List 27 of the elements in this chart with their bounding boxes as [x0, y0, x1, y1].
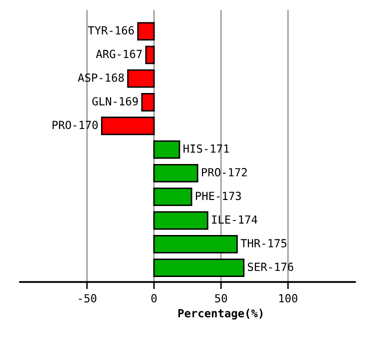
bar: [153, 258, 244, 278]
bar: [153, 140, 180, 159]
y-tick-label: ASP-168: [78, 73, 124, 82]
x-axis-title: Percentage(%): [178, 308, 262, 320]
x-tick-label: 100: [279, 294, 298, 302]
x-tick-label: -50: [78, 294, 96, 302]
y-tick-label: ILE-174: [212, 216, 258, 224]
bar: [153, 188, 192, 206]
x-tick-label: 0: [151, 294, 157, 302]
bar: [101, 116, 155, 136]
bar: [127, 69, 155, 88]
bar: [153, 164, 198, 182]
y-tick-label: PRO-170: [52, 120, 98, 130]
y-tick-label: GLN-169: [92, 97, 138, 106]
bar: [137, 22, 155, 40]
y-tick-label: PRO-172: [202, 168, 247, 176]
bar: [145, 46, 155, 64]
bar: [141, 93, 155, 112]
y-tick-label: HIS-171: [184, 144, 229, 153]
bar: [153, 211, 208, 230]
x-tick-label: 50: [215, 294, 227, 302]
bar: [153, 234, 238, 254]
y-tick-label: PHE-173: [196, 192, 241, 200]
y-tick-label: SER-176: [248, 262, 294, 272]
y-tick-label: TYR-166: [88, 26, 134, 35]
y-tick-label: ARG-167: [96, 50, 142, 58]
y-tick-label: THR-175: [240, 239, 286, 248]
